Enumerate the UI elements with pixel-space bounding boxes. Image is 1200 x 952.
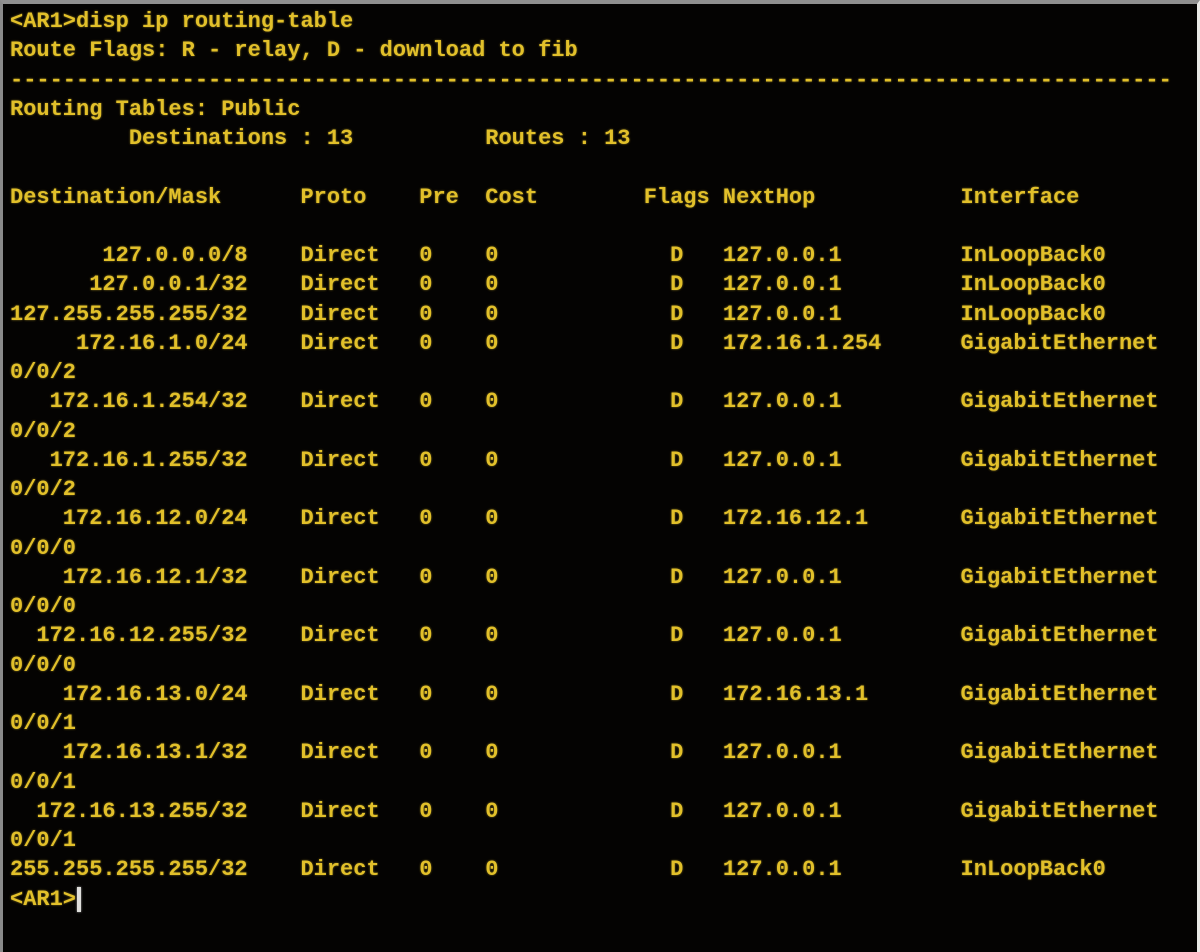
- terminal-output: <AR1>disp ip routing-table Route Flags: …: [10, 9, 1172, 883]
- prompt-text: <AR1>: [10, 886, 77, 912]
- text-cursor: [77, 886, 82, 912]
- command-prompt-line[interactable]: <AR1>: [10, 885, 1197, 914]
